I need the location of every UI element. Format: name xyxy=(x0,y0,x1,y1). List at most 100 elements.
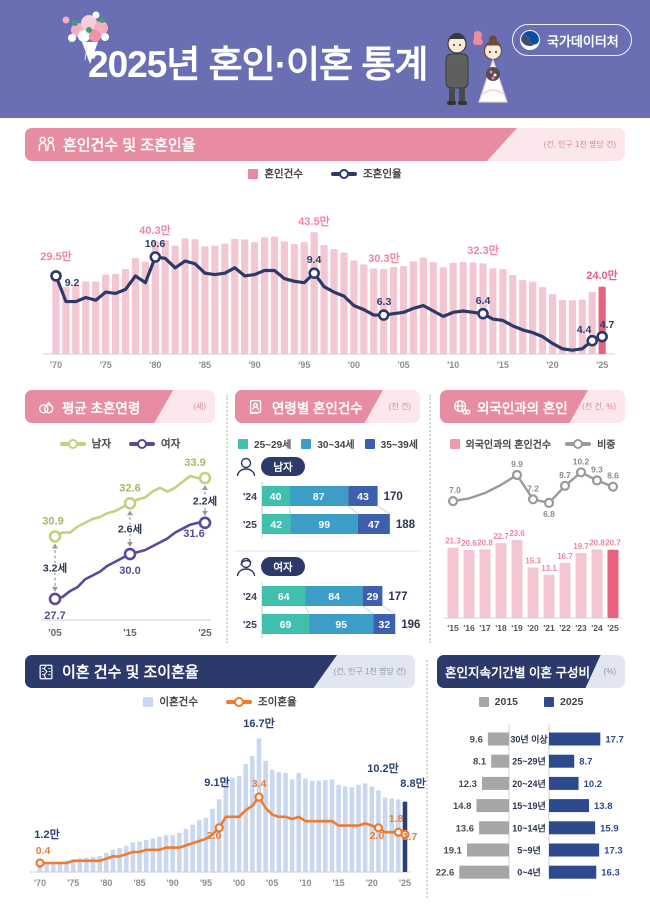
svg-text:15.9: 15.9 xyxy=(600,823,619,834)
wedding-rings-icon xyxy=(39,400,54,414)
age-group-legend-item: 30~34세 xyxy=(301,436,355,451)
svg-text:'25: '25 xyxy=(243,519,257,531)
svg-text:'25: '25 xyxy=(596,360,608,370)
svg-text:12.3: 12.3 xyxy=(458,779,477,790)
svg-text:'90: '90 xyxy=(249,360,261,370)
divorce-legend: 이혼건수 조이혼율 xyxy=(25,694,415,709)
svg-text:'25: '25 xyxy=(607,623,619,633)
svg-text:24.0만: 24.0만 xyxy=(586,268,618,282)
svg-text:'15: '15 xyxy=(123,628,137,639)
svg-text:20.8: 20.8 xyxy=(589,538,605,547)
svg-text:9.3: 9.3 xyxy=(591,464,603,474)
svg-text:'19: '19 xyxy=(511,623,523,633)
svg-text:'25: '25 xyxy=(198,628,212,639)
female-line-swatch xyxy=(129,438,155,449)
svg-text:16.7: 16.7 xyxy=(557,552,573,561)
svg-text:30.0: 30.0 xyxy=(119,565,140,577)
section-unit: (건, 인구 1천 명당 건) xyxy=(543,140,616,149)
svg-text:27.7: 27.7 xyxy=(44,610,65,622)
divider xyxy=(226,395,228,643)
svg-text:30.9: 30.9 xyxy=(42,516,63,528)
svg-text:16.7만: 16.7만 xyxy=(243,716,275,730)
svg-text:'20: '20 xyxy=(527,623,539,633)
globe-icon xyxy=(454,399,471,415)
svg-text:2.6세: 2.6세 xyxy=(118,523,142,536)
svg-text:47: 47 xyxy=(368,519,380,531)
svg-text:13.6: 13.6 xyxy=(456,823,475,834)
header-banner: 2025년 혼인·이혼 통계 xyxy=(0,0,650,118)
svg-text:3.2세: 3.2세 xyxy=(43,562,67,575)
svg-text:6.3: 6.3 xyxy=(377,296,392,308)
section-marriage-trend-banner: 혼인건수 및 조혼인율 (건, 인구 1천 명당 건) xyxy=(25,128,625,161)
svg-text:32.3만: 32.3만 xyxy=(467,243,499,257)
svg-text:'05: '05 xyxy=(48,628,62,639)
svg-text:0~4년: 0~4년 xyxy=(517,867,541,878)
svg-text:196: 196 xyxy=(401,619,420,631)
svg-text:6.4: 6.4 xyxy=(476,295,491,307)
svg-text:8.8만: 8.8만 xyxy=(400,776,425,790)
svg-text:7.2: 7.2 xyxy=(527,483,539,493)
svg-text:19.7: 19.7 xyxy=(573,542,589,551)
svg-text:30년 이상: 30년 이상 xyxy=(510,734,548,745)
svg-text:43: 43 xyxy=(357,491,369,503)
age-group-legend: 25~29세 30~34세 35~39세 xyxy=(233,436,423,451)
svg-text:'24: '24 xyxy=(243,491,257,503)
svg-text:188: 188 xyxy=(396,519,416,531)
svg-text:40.3만: 40.3만 xyxy=(139,223,171,237)
svg-text:'15: '15 xyxy=(497,360,509,370)
svg-text:20.6: 20.6 xyxy=(461,539,477,548)
share-line-swatch xyxy=(565,438,592,449)
wedding-couple-illustration xyxy=(445,31,508,105)
svg-text:1.8: 1.8 xyxy=(389,813,404,825)
section-title: 외국인과의 혼인 xyxy=(477,400,568,416)
year-2025-swatch xyxy=(544,697,554,707)
svg-text:7.0: 7.0 xyxy=(449,485,461,495)
svg-text:2.2세: 2.2세 xyxy=(193,494,217,507)
divorce-papers-icon xyxy=(39,664,53,679)
svg-text:10.2: 10.2 xyxy=(573,456,590,466)
svg-text:43.5만: 43.5만 xyxy=(298,214,330,228)
svg-text:20.8: 20.8 xyxy=(477,538,493,547)
divorce-count-swatch xyxy=(143,696,154,707)
svg-text:'10: '10 xyxy=(447,360,459,370)
agency-logo: 국가데이터처 xyxy=(512,24,632,56)
svg-text:29.5만: 29.5만 xyxy=(40,249,72,263)
foreign-marriage-chart: 21.3 '15 20.6 '16 20.8 '17 22.7 '18 23.6 '19 15.3 '… xyxy=(444,456,622,633)
svg-text:'05: '05 xyxy=(266,878,278,888)
svg-text:'24: '24 xyxy=(591,623,603,633)
svg-text:여자: 여자 xyxy=(273,561,293,574)
svg-text:2.0: 2.0 xyxy=(370,830,385,842)
svg-text:'70: '70 xyxy=(50,360,62,370)
svg-text:69: 69 xyxy=(280,619,292,631)
svg-text:14.8: 14.8 xyxy=(453,801,472,812)
section-first-marriage-age-banner: 평균 초혼연령 (세) xyxy=(25,390,215,423)
marriage-trend-legend: 혼인건수 조혼인율 xyxy=(25,166,625,181)
svg-text:9.6: 9.6 xyxy=(470,735,483,746)
year-2015-swatch xyxy=(478,697,489,707)
section-title: 이혼 건수 및 조이혼율 xyxy=(62,664,199,681)
svg-text:9.4: 9.4 xyxy=(307,254,322,266)
svg-text:'23: '23 xyxy=(575,623,587,633)
marriage-by-age-chart: 남자 '24 40 87 43 170 '25 42 99 47 188 여자 '24 64 84 29 177… xyxy=(235,457,420,638)
svg-text:8.6: 8.6 xyxy=(607,471,619,481)
svg-text:'17: '17 xyxy=(479,623,491,633)
svg-text:8.7: 8.7 xyxy=(579,757,592,768)
male-line-swatch xyxy=(59,438,86,449)
svg-text:99: 99 xyxy=(318,519,330,531)
divider xyxy=(426,660,428,898)
svg-text:32.6: 32.6 xyxy=(119,482,140,494)
svg-text:6.8: 6.8 xyxy=(543,509,555,519)
svg-text:'22: '22 xyxy=(559,623,571,633)
svg-text:'20: '20 xyxy=(546,360,558,370)
svg-text:33.9: 33.9 xyxy=(184,457,205,469)
svg-text:40: 40 xyxy=(270,491,282,503)
svg-text:16.3: 16.3 xyxy=(601,868,620,879)
first-marriage-age-chart: '05 '15 '25 3.2세 2.6세 2.2세 30.9 32.6 33.9 27.7 30.… xyxy=(41,457,219,639)
svg-text:'90: '90 xyxy=(167,878,179,888)
svg-text:'70: '70 xyxy=(34,878,46,888)
svg-text:'75: '75 xyxy=(67,878,79,888)
marriage-rate-line-swatch xyxy=(331,168,357,179)
svg-text:'85: '85 xyxy=(133,878,145,888)
svg-text:31.6: 31.6 xyxy=(183,528,204,540)
section-title: 혼인지속기간별 이혼 구성비 xyxy=(445,666,590,680)
